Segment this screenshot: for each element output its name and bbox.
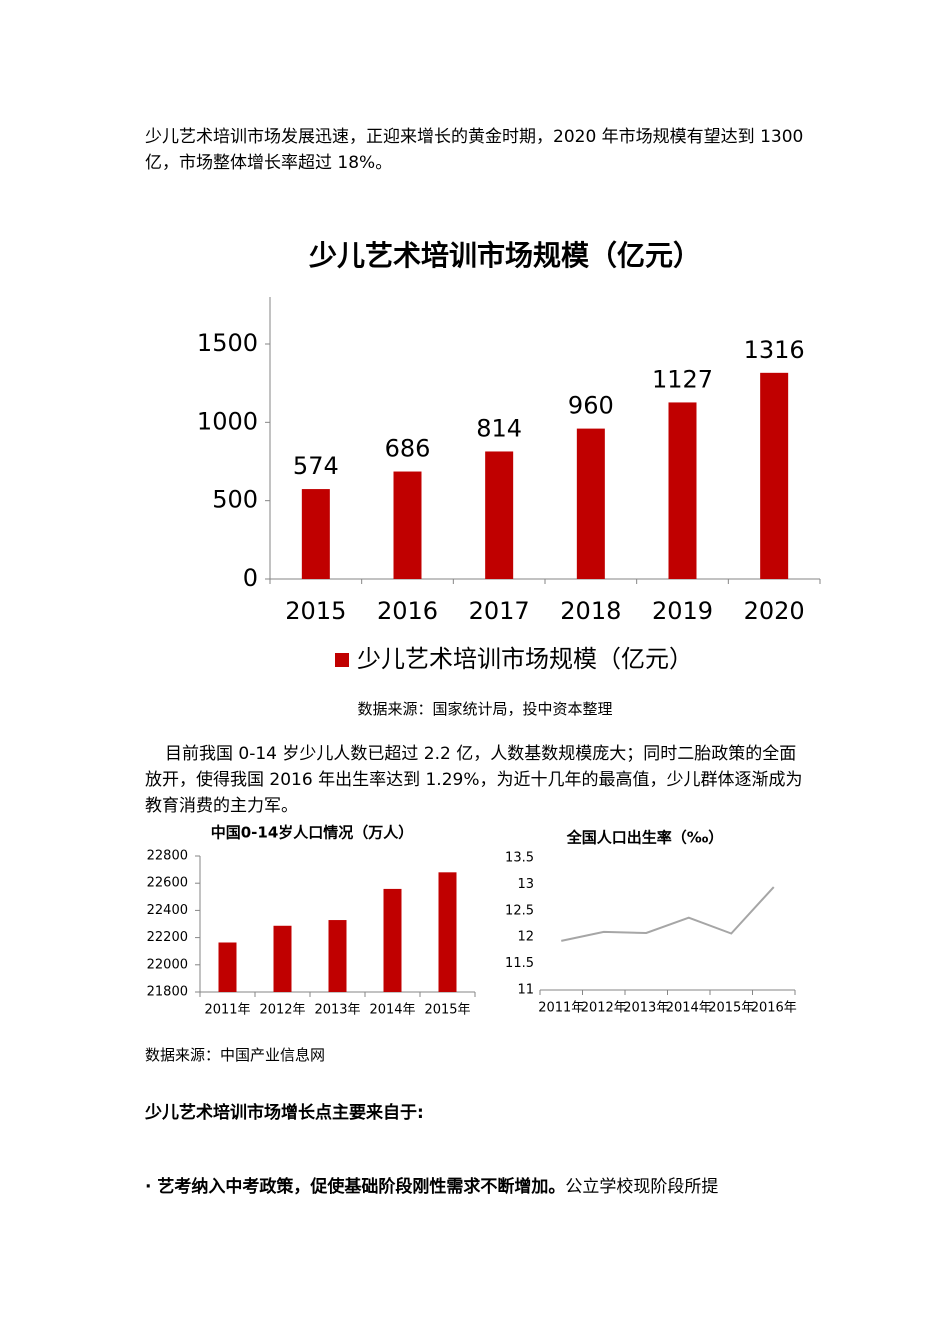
- y-tick-label: 22800: [147, 849, 188, 864]
- y-tick-label: 1000: [197, 407, 258, 435]
- y-tick-label: 22000: [147, 957, 188, 972]
- x-tick-label: 2014年: [666, 1001, 712, 1016]
- x-tick-label: 2012年: [259, 1003, 305, 1018]
- legend-swatch: [335, 653, 349, 667]
- bar: [328, 920, 347, 992]
- y-tick-label: 22600: [147, 876, 188, 891]
- data-label: 574: [293, 452, 339, 480]
- chart-title: 中国0-14岁人口情况（万人）: [211, 824, 414, 842]
- x-tick-label: 2016年: [751, 1001, 797, 1016]
- legend-label: 少儿艺术培训市场规模（亿元）: [357, 645, 693, 673]
- data-label: 1316: [744, 336, 805, 364]
- paragraph: 目前我国 0-14 岁少儿人数已超过 2.2 亿，人数基数规模庞大；同时二胎政策…: [145, 744, 803, 816]
- y-tick-label: 13: [517, 877, 534, 892]
- x-tick-label: 2019: [652, 597, 713, 625]
- data-label: 814: [476, 414, 522, 442]
- bullet: · 艺考纳入中考政策，促使基础阶段刚性需求不断增加。公立学校现阶段所提: [145, 1174, 805, 1200]
- x-tick-label: 2017: [469, 597, 530, 625]
- source: 数据来源：国家统计局，投中资本整理: [357, 700, 613, 718]
- x-tick-label: 2015: [285, 597, 346, 625]
- chart: 少儿艺术培训市场规模（亿元） 0 500 1000 1500 2015 2016 2017 20…: [197, 239, 821, 673]
- y-tick-label: 13.5: [505, 851, 534, 866]
- y-tick-label: 12.5: [505, 903, 534, 918]
- chart: 中国0-14岁人口情况（万人） 21800 22000 22200 22400 22600…: [147, 824, 476, 1018]
- y-tick-label: 22200: [147, 930, 188, 945]
- chart: 全国人口出生率（‰）1111.51212.51313.52011年2012年20…: [505, 829, 797, 1016]
- source: 数据来源：中国产业信息网: [145, 1046, 326, 1064]
- y-tick-label: 1500: [197, 329, 258, 357]
- x-tick-label: 2011年: [204, 1003, 250, 1018]
- y-tick-label: 11.5: [505, 956, 534, 971]
- y-tick-label: 500: [212, 486, 258, 514]
- bar: [760, 372, 789, 579]
- line: [561, 886, 775, 942]
- data-label: 686: [385, 435, 431, 463]
- bar: [383, 888, 402, 992]
- x-tick-label: 2012年: [581, 1001, 627, 1016]
- y-tick-label: 12: [517, 930, 534, 945]
- bar: [301, 489, 330, 579]
- x-tick-label: 2016: [377, 597, 438, 625]
- bar: [273, 925, 292, 992]
- heading: 少儿艺术培训市场增长点主要来自于:: [145, 1103, 424, 1123]
- y-tick-label: 11: [517, 983, 534, 998]
- x-tick-label: 2018: [560, 597, 621, 625]
- bar: [576, 428, 605, 579]
- bullet-lead: · 艺考纳入中考政策，促使基础阶段刚性需求不断增加。: [145, 1177, 566, 1197]
- bar: [438, 872, 457, 992]
- x-tick-label: 2015年: [424, 1003, 470, 1018]
- x-tick-label: 2013年: [623, 1001, 669, 1016]
- bar: [668, 402, 697, 579]
- bar: [218, 942, 237, 992]
- y-tick-label: 22400: [147, 903, 188, 918]
- bar: [485, 451, 514, 579]
- bar: [393, 471, 422, 579]
- data-label: 1127: [652, 365, 713, 393]
- data-label: 960: [568, 392, 614, 420]
- x-tick-label: 2014年: [369, 1003, 415, 1018]
- paragraph: 少儿艺术培训市场发展迅速，正迎来增长的黄金时期，2020 年市场规模有望达到 1…: [145, 127, 804, 173]
- x-tick-label: 2020: [744, 597, 805, 625]
- bullet-text: 公立学校现阶段所提: [565, 1177, 719, 1197]
- x-tick-label: 2015年: [708, 1001, 754, 1016]
- chart-title: 全国人口出生率（‰）: [566, 829, 724, 847]
- x-tick-label: 2011年: [538, 1001, 584, 1016]
- y-tick-label: 0: [243, 564, 258, 592]
- chart-title: 少儿艺术培训市场规模（亿元）: [309, 239, 701, 272]
- y-tick-label: 21800: [147, 985, 188, 1000]
- x-tick-label: 2013年: [314, 1003, 360, 1018]
